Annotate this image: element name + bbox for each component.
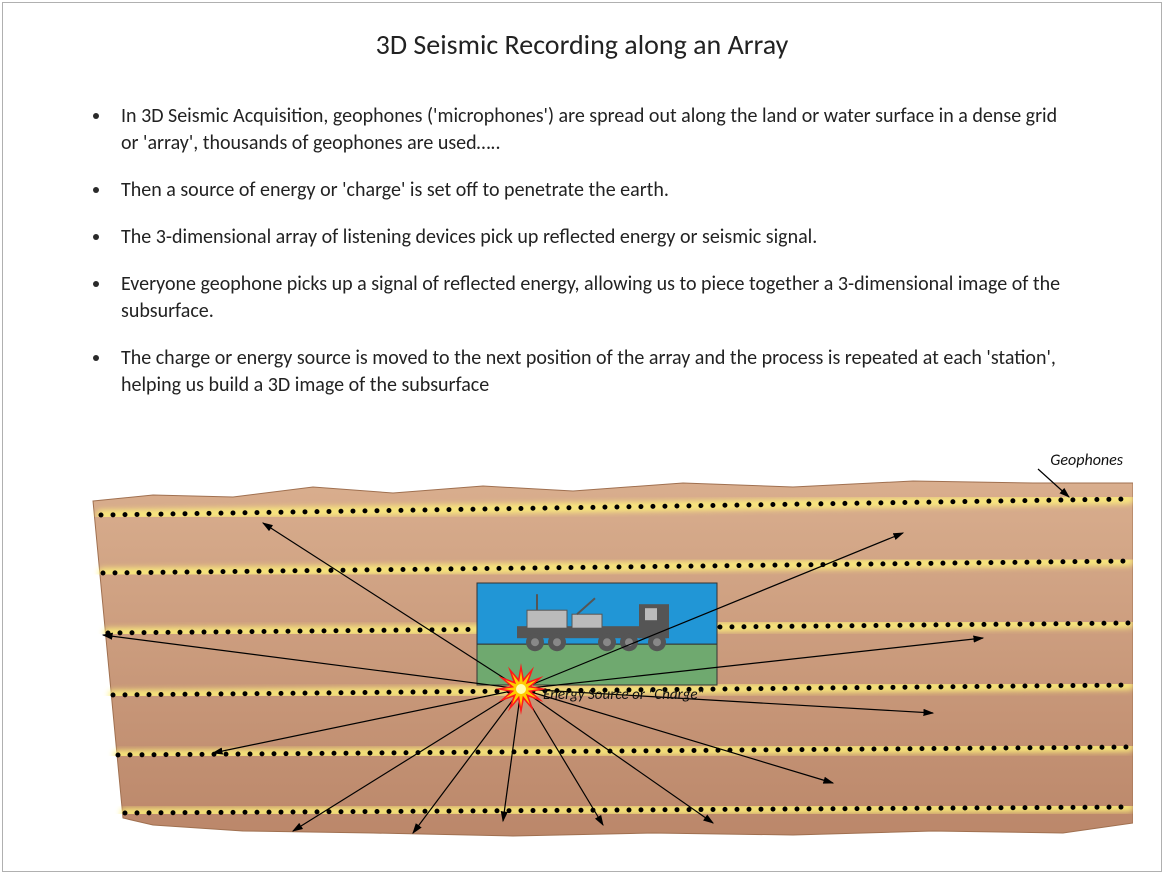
title-text: 3D Seismic Recording along an Array bbox=[376, 27, 789, 62]
bullet-icon bbox=[93, 113, 99, 119]
bullet-text: Everyone geophone picks up a signal of r… bbox=[121, 271, 1073, 325]
svg-text:Geophones: Geophones bbox=[1050, 453, 1123, 470]
bullet-icon bbox=[93, 187, 99, 193]
bullet-text: In 3D Seismic Acquisition, geophones ('m… bbox=[121, 103, 1073, 157]
bullet-item: The 3-dimensional array of listening dev… bbox=[93, 224, 1073, 251]
slide-page: 3D Seismic Recording along an Array In 3… bbox=[2, 2, 1162, 872]
page-title: 3D Seismic Recording along an Array bbox=[3, 27, 1161, 62]
bullet-item: Then a source of energy or 'charge' is s… bbox=[93, 177, 1073, 204]
bullet-text: The charge or energy source is moved to … bbox=[121, 345, 1073, 399]
bullet-item: In 3D Seismic Acquisition, geophones ('m… bbox=[93, 103, 1073, 157]
bullet-text: Then a source of energy or 'charge' is s… bbox=[121, 177, 669, 204]
diagram-svg: Geophones Energy Source or "Charge" bbox=[33, 453, 1133, 853]
bullet-item: Everyone geophone picks up a signal of r… bbox=[93, 271, 1073, 325]
seismic-diagram: Geophones Energy Source or "Charge" bbox=[33, 453, 1133, 853]
bullet-icon bbox=[93, 234, 99, 240]
bullet-icon bbox=[93, 355, 99, 361]
bullet-icon bbox=[93, 281, 99, 287]
bullet-text: The 3-dimensional array of listening dev… bbox=[121, 224, 817, 251]
bullet-item: The charge or energy source is moved to … bbox=[93, 345, 1073, 399]
bullet-list: In 3D Seismic Acquisition, geophones ('m… bbox=[93, 103, 1073, 419]
svg-text:Energy Source or "Charge": Energy Source or "Charge" bbox=[543, 686, 704, 704]
